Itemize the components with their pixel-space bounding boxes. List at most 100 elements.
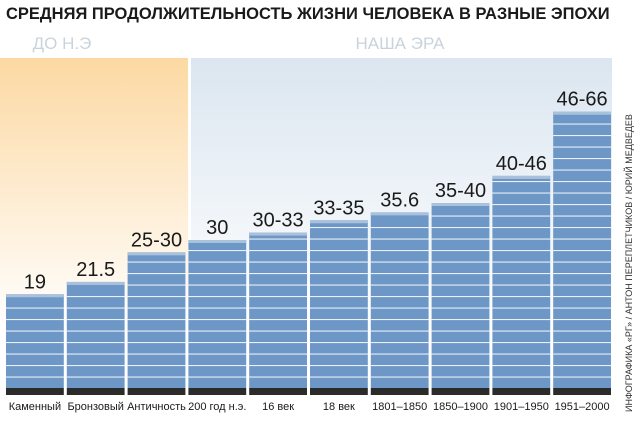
bar-stripe (492, 238, 551, 240)
bar-body (370, 212, 429, 388)
bar-stripe (492, 330, 551, 332)
value-label: 25-30 (131, 229, 182, 251)
bar-stripe (66, 353, 125, 355)
bar-stripe (553, 135, 611, 137)
bar-stripe (310, 238, 368, 240)
bar-cap (249, 232, 307, 236)
bar (127, 252, 186, 395)
bar-body (127, 252, 186, 388)
bar-stripe (66, 307, 125, 309)
bar-stripe (6, 330, 64, 332)
bar-stripe (66, 376, 125, 378)
bar-stripe (370, 238, 429, 240)
bar-stripe (127, 353, 186, 355)
bar-base (188, 388, 247, 395)
bar-stripe (249, 330, 307, 332)
bar-base (249, 388, 307, 395)
bar-stripe (431, 307, 490, 309)
bar (249, 232, 307, 395)
bar-stripe (431, 227, 490, 229)
bar-stripe (249, 365, 307, 367)
bar-stripe (249, 307, 307, 309)
value-label: 35.6 (380, 189, 419, 211)
bar-stripe (310, 261, 368, 263)
category-label: 16 век (262, 401, 294, 413)
bar-stripe (431, 342, 490, 344)
bar-cap (66, 281, 125, 285)
bar-stripe (127, 342, 186, 344)
bar-stripe (127, 261, 186, 263)
value-labels-group: 19 21.5 25-30 30 30-33 33-35 35.6 35-40 40-46 46-… (24, 89, 608, 294)
category-labels-group: Каменный Бронзовый Античность 200 год н.э. 1… (9, 401, 610, 413)
bar-stripe (370, 330, 429, 332)
bar-base (127, 388, 186, 395)
bar-stripe (6, 353, 64, 355)
bar-stripe (310, 353, 368, 355)
bar (310, 220, 368, 395)
category-label: 1801–1850 (372, 401, 427, 413)
bar-stripe (431, 261, 490, 263)
bar-stripe (370, 261, 429, 263)
bar-stripe (431, 284, 490, 286)
bar-stripe (249, 284, 307, 286)
bar-stripe (188, 250, 247, 252)
bar-stripe (431, 238, 490, 240)
bar-stripe (188, 353, 247, 355)
bar-stripe (431, 365, 490, 367)
bar-stripe (66, 330, 125, 332)
era-label-ad: НАША ЭРА (355, 34, 445, 53)
bar-base (370, 388, 429, 395)
bar-body (66, 281, 125, 388)
bar-stripe (66, 296, 125, 298)
bar-stripe (310, 227, 368, 229)
bar-stripe (249, 376, 307, 378)
bar-body (188, 240, 247, 388)
bar-base (492, 388, 551, 395)
value-label: 30-33 (253, 210, 304, 232)
bar-stripe (310, 376, 368, 378)
bar-stripe (553, 330, 611, 332)
value-label: 35-40 (435, 180, 486, 202)
bar-body (249, 232, 307, 388)
bar-stripe (492, 215, 551, 217)
bar-stripe (127, 284, 186, 286)
bar-stripe (370, 365, 429, 367)
bar (66, 281, 125, 395)
bar-stripe (188, 342, 247, 344)
category-label: 1951–2000 (555, 401, 610, 413)
bar-stripe (249, 319, 307, 321)
value-label: 19 (24, 271, 46, 293)
bar-stripe (553, 307, 611, 309)
value-label: 33-35 (313, 197, 364, 219)
bar-stripe (553, 296, 611, 298)
bar-stripe (249, 353, 307, 355)
bar-stripe (553, 158, 611, 160)
bar-stripe (553, 342, 611, 344)
bar-stripe (127, 376, 186, 378)
bar-base (310, 388, 368, 395)
bar-stripe (188, 261, 247, 263)
category-label: Бронзовый (67, 401, 123, 413)
bar-stripe (188, 284, 247, 286)
bar-stripe (553, 376, 611, 378)
bar-stripe (553, 227, 611, 229)
bar-stripe (553, 284, 611, 286)
bar-stripe (66, 342, 125, 344)
bar-body (310, 220, 368, 388)
bar-stripe (127, 319, 186, 321)
category-label: 200 год н.э. (188, 401, 246, 413)
value-label: 30 (206, 217, 228, 239)
bar (431, 203, 490, 395)
bar-stripe (310, 330, 368, 332)
bar-cap (370, 212, 429, 216)
bar-body (431, 203, 490, 388)
bar-stripe (6, 342, 64, 344)
bar-stripe (553, 215, 611, 217)
bar-stripe (6, 376, 64, 378)
bar-stripe (553, 319, 611, 321)
bar-stripe (553, 169, 611, 171)
bar-stripe (553, 181, 611, 183)
bar-stripe (370, 284, 429, 286)
bar-stripe (492, 307, 551, 309)
